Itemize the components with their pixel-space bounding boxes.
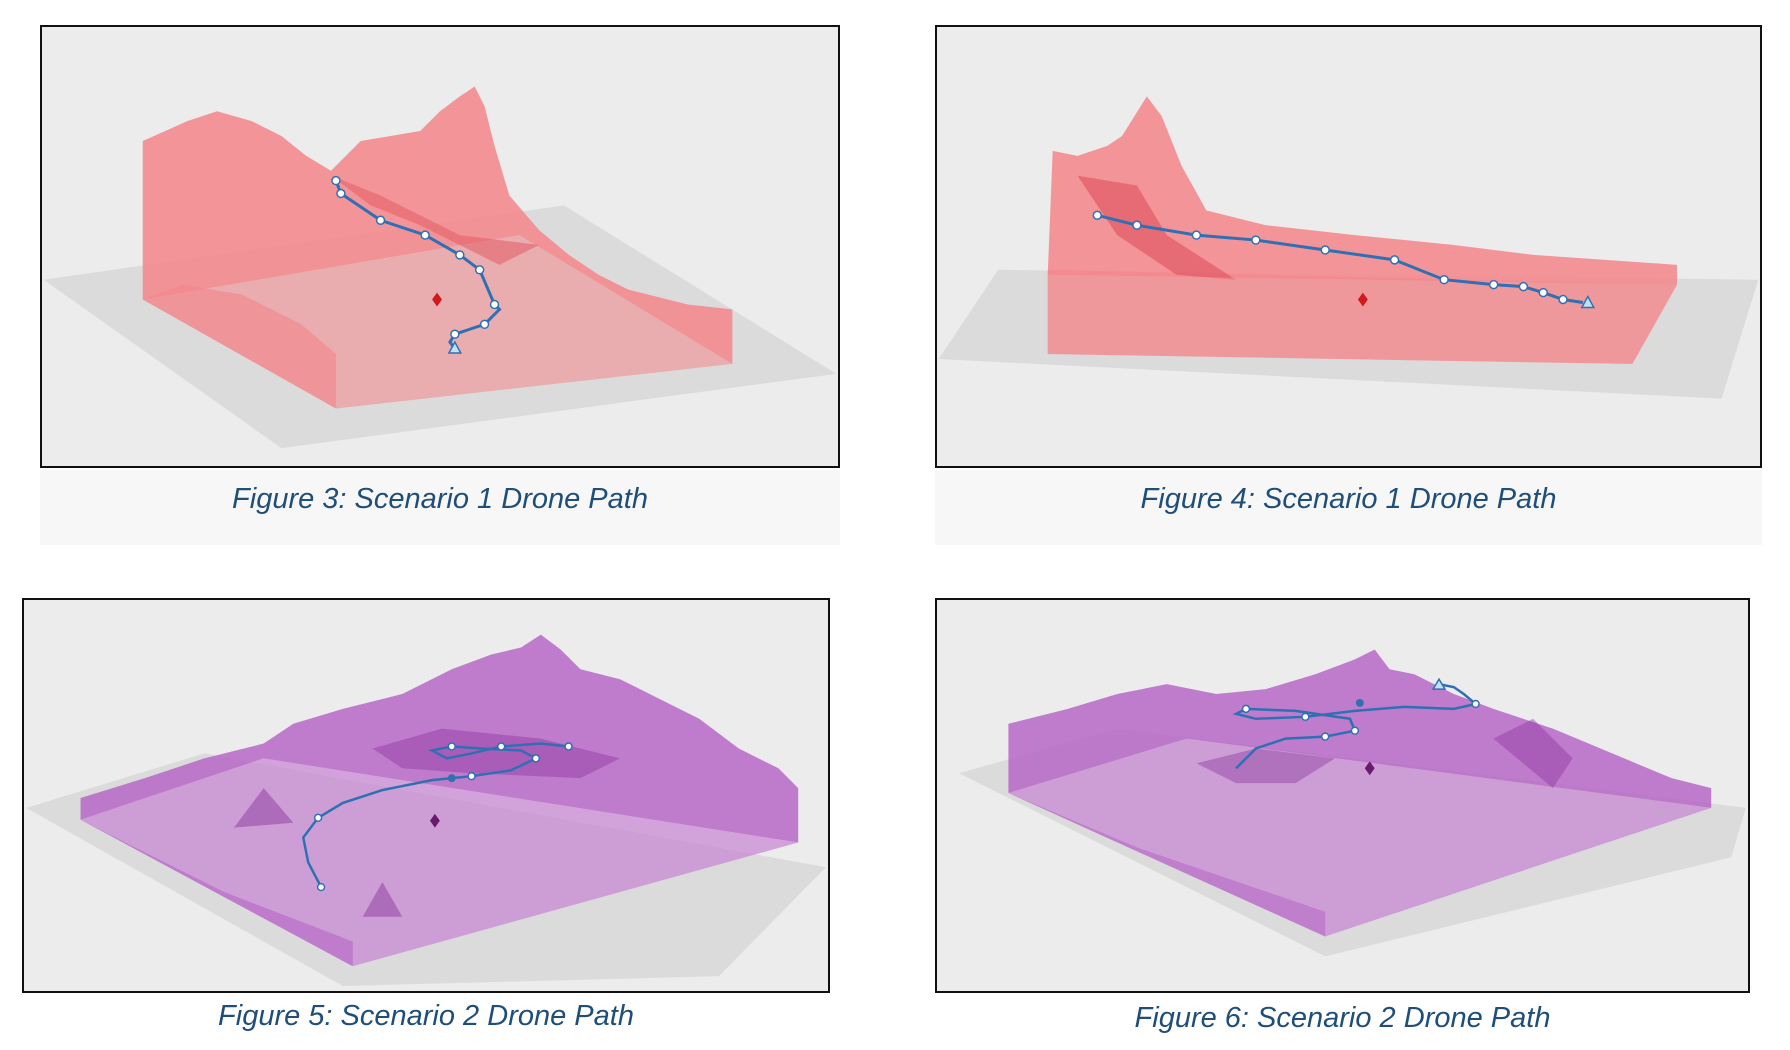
path-waypoints — [331, 175, 500, 339]
terrain-side-wall — [142, 284, 336, 409]
figure-5-caption: Figure 5: Scenario 2 Drone Path — [218, 1000, 634, 1032]
start-triangle-marker — [447, 340, 463, 354]
figure-4-caption: Figure 4: Scenario 1 Drone Path — [1140, 483, 1557, 515]
terrain-ridge-shadow — [372, 728, 621, 779]
figure-3-caption: Figure 3: Scenario 1 Drone Path — [232, 483, 648, 515]
figure-3-caption-band — [40, 470, 840, 545]
terrain-ridge-right — [1493, 718, 1573, 789]
path-waypoints — [1092, 210, 1568, 305]
terrain-peak-left — [233, 788, 294, 828]
terrain-back-wall — [1047, 96, 1678, 285]
target-diamond-marker — [1357, 292, 1368, 307]
path-waypoints — [313, 742, 573, 892]
terrain-floor — [1008, 738, 1712, 937]
drone-current-position — [1355, 698, 1364, 707]
terrain-ridge-shadow — [1196, 748, 1336, 784]
terrain-ridge-shadow — [330, 175, 540, 265]
figure-6-caption: Figure 6: Scenario 2 Drone Path — [1134, 1002, 1551, 1034]
figure-3-3d-render — [43, 86, 837, 449]
path-waypoints — [1241, 699, 1480, 741]
terrain-floor — [1047, 269, 1678, 364]
terrain-back-wall — [80, 634, 799, 843]
start-triangle-marker — [1431, 677, 1447, 690]
figure-5-3d-render — [26, 634, 826, 987]
figure-4-panel — [935, 25, 1762, 468]
terrain-peak-front — [362, 882, 403, 917]
target-diamond-marker — [429, 813, 440, 828]
figure-4-3d-render — [938, 96, 1759, 399]
drone-current-position — [447, 774, 456, 783]
figure-5-panel — [22, 598, 830, 993]
figure-3-panel — [40, 25, 840, 468]
terrain-back-wall — [1008, 649, 1712, 808]
terrain-front-wall — [1047, 274, 1678, 364]
figure-6-3d-render — [958, 649, 1746, 957]
start-triangle-marker — [1580, 294, 1596, 309]
figure-4-caption-band — [935, 470, 1762, 545]
figure-6-panel — [935, 598, 1750, 993]
